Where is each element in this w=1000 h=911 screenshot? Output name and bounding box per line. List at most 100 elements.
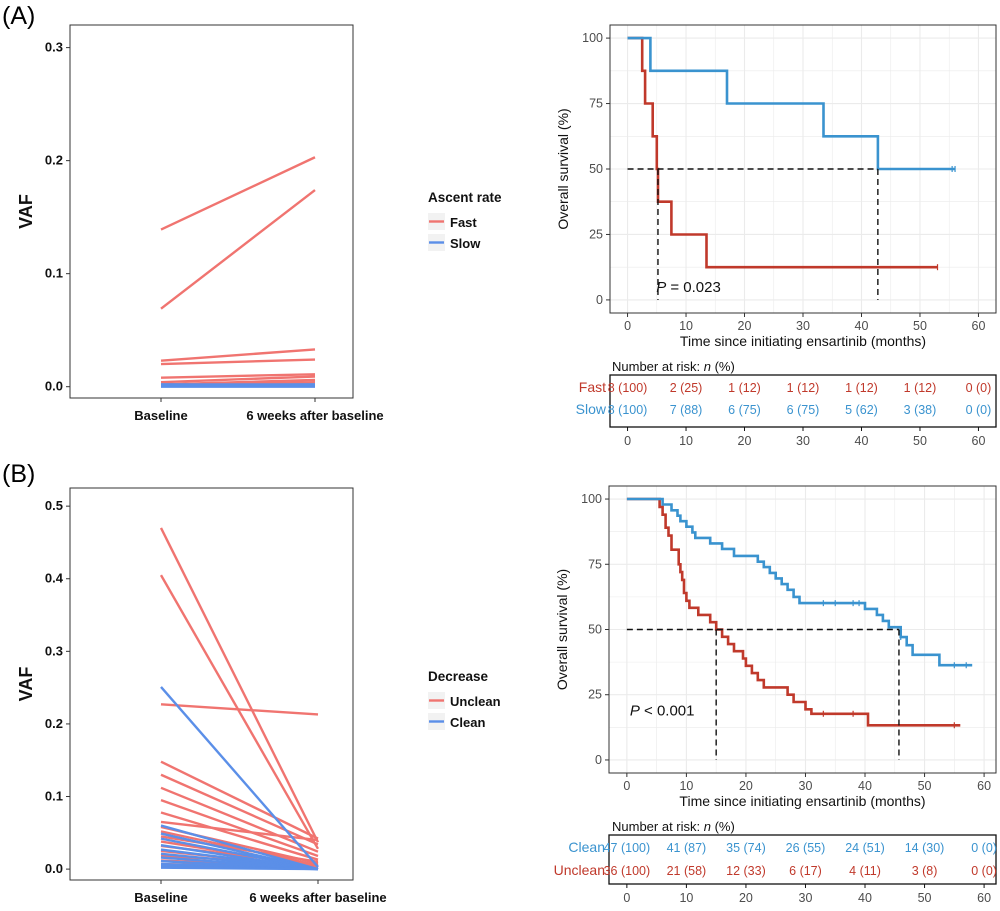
risk-cell: 47 (100) xyxy=(604,841,651,855)
panel-b-survival-chart: 0 10 20 30 40 50 60 0 25 50 75 100 Time since initia… xyxy=(554,485,997,809)
p-value-text: < 0.001 xyxy=(640,703,695,720)
x-tick-label: 30 xyxy=(799,779,813,793)
series-line-fast xyxy=(160,189,316,310)
risk-cell: 41 (87) xyxy=(667,841,707,855)
y-axis-title: VAF xyxy=(16,667,36,702)
y-tick-label: 0.3 xyxy=(45,40,63,55)
legend-label: Clean xyxy=(450,715,485,730)
y-axis-title: VAF xyxy=(16,194,36,229)
risk-x-tick-label: 40 xyxy=(858,891,872,905)
risk-cell: 24 (51) xyxy=(845,841,885,855)
risk-cell: 35 (74) xyxy=(726,841,766,855)
risk-x-tick-label: 50 xyxy=(913,434,927,448)
risk-cell: 3 (38) xyxy=(904,403,937,417)
risk-table-title-part: (%) xyxy=(711,359,735,374)
risk-cell: 0 (0) xyxy=(966,381,992,395)
risk-cell: 6 (75) xyxy=(787,403,820,417)
series-line-clean xyxy=(160,686,319,868)
series-line-fast xyxy=(160,375,316,384)
series-line-clean xyxy=(160,824,319,871)
risk-cell: 6 (17) xyxy=(789,864,822,878)
risk-cell: 7 (88) xyxy=(670,403,703,417)
risk-cell: 3 (8) xyxy=(912,864,938,878)
series-line-unclean xyxy=(160,786,319,853)
legend-label: Slow xyxy=(450,236,481,251)
risk-x-tick-label: 20 xyxy=(738,434,752,448)
series-line-unclean xyxy=(160,811,319,861)
x-tick-label: 60 xyxy=(977,779,991,793)
x-tick-label: 40 xyxy=(855,319,869,333)
risk-cell: 21 (58) xyxy=(667,864,707,878)
plot-frame xyxy=(69,487,354,881)
risk-row-label: Unclean xyxy=(554,862,605,878)
p-value-symbol: P xyxy=(656,279,666,296)
x-tick-label: 20 xyxy=(739,779,753,793)
legend-title: Ascent rate xyxy=(428,190,502,205)
risk-cell: 1 (12) xyxy=(728,381,761,395)
risk-cell: 5 (62) xyxy=(845,403,878,417)
series-line-unclean xyxy=(160,799,319,858)
y-tick-label: 25 xyxy=(588,688,602,702)
p-value-symbol: P xyxy=(630,703,640,720)
p-value-text: = 0.023 xyxy=(666,279,721,296)
series-line-clean xyxy=(160,866,319,871)
risk-table-title-part: Number at risk: xyxy=(612,819,704,834)
risk-cell: 0 (0) xyxy=(966,403,992,417)
risk-table-title-part: n xyxy=(704,819,711,834)
risk-table-title-part: n xyxy=(704,359,711,374)
panel-label-a: (A) xyxy=(2,2,35,30)
risk-cell: 4 (11) xyxy=(849,864,881,878)
survival-curve-clean xyxy=(626,497,973,667)
risk-cell: 1 (12) xyxy=(904,381,937,395)
series-line-slow xyxy=(160,383,316,387)
risk-x-tick-label: 10 xyxy=(679,434,693,448)
y-tick-label: 0.5 xyxy=(45,498,63,513)
x-axis-title: Time since initiating ensartinib (months… xyxy=(680,333,926,349)
risk-table-title-part: (%) xyxy=(711,819,735,834)
risk-cell: 36 (100) xyxy=(604,864,651,878)
x-tick-label: Baseline xyxy=(134,408,187,423)
risk-cell: 2 (25) xyxy=(670,381,703,395)
legend-title: Decrease xyxy=(428,669,489,684)
series-line-fast xyxy=(160,156,316,231)
survival-curve-slow xyxy=(627,36,956,171)
risk-cell: 12 (33) xyxy=(726,864,766,878)
risk-x-tick-label: 60 xyxy=(977,891,991,905)
series-line-unclean xyxy=(159,527,320,843)
risk-cell: 0 (0) xyxy=(971,841,997,855)
series-line-fast xyxy=(160,373,316,379)
risk-row-label: Clean xyxy=(568,839,605,855)
y-tick-label: 75 xyxy=(589,97,603,111)
y-tick-label: 0.2 xyxy=(45,153,63,168)
series-line-unclean xyxy=(160,703,319,716)
y-tick-label: 25 xyxy=(589,227,603,241)
risk-table-title: Number at risk: n (%) xyxy=(612,819,735,834)
survival-curve-fast xyxy=(627,36,938,269)
y-tick-label: 50 xyxy=(588,623,602,637)
risk-row-label: Slow xyxy=(576,401,607,417)
risk-x-tick-label: 20 xyxy=(739,891,753,905)
x-tick-label: 10 xyxy=(679,779,693,793)
risk-x-tick-label: 60 xyxy=(972,434,986,448)
panel-a-risk-table: Number at risk: n (%) Fast 8 (100) 2 (25) 1 … xyxy=(576,359,997,448)
y-tick-label: 0.2 xyxy=(45,716,63,731)
series-line-unclean xyxy=(159,574,320,850)
risk-cell: 26 (55) xyxy=(786,841,826,855)
risk-row-label: Fast xyxy=(579,379,606,395)
x-tick-label: 10 xyxy=(679,319,693,333)
y-tick-label: 0.1 xyxy=(45,789,63,804)
risk-x-tick-label: 50 xyxy=(918,891,932,905)
risk-table-title: Number at risk: n (%) xyxy=(612,359,735,374)
panel-b-vaf-chart: 0.0 0.1 0.2 0.3 0.4 0.5 Baseline 6 weeks after … xyxy=(16,487,501,905)
x-axis-title: Time since initiating ensartinib (months… xyxy=(679,793,925,809)
risk-table-frame xyxy=(608,834,997,885)
y-tick-label: 0.1 xyxy=(45,266,63,281)
risk-table-title-part: Number at risk: xyxy=(612,359,704,374)
y-tick-label: 0 xyxy=(596,293,603,307)
risk-x-tick-label: 0 xyxy=(624,434,631,448)
p-value: P = 0.023 xyxy=(656,279,721,296)
series-line-fast xyxy=(160,348,316,362)
y-axis-title: Overall survival (%) xyxy=(555,108,571,229)
